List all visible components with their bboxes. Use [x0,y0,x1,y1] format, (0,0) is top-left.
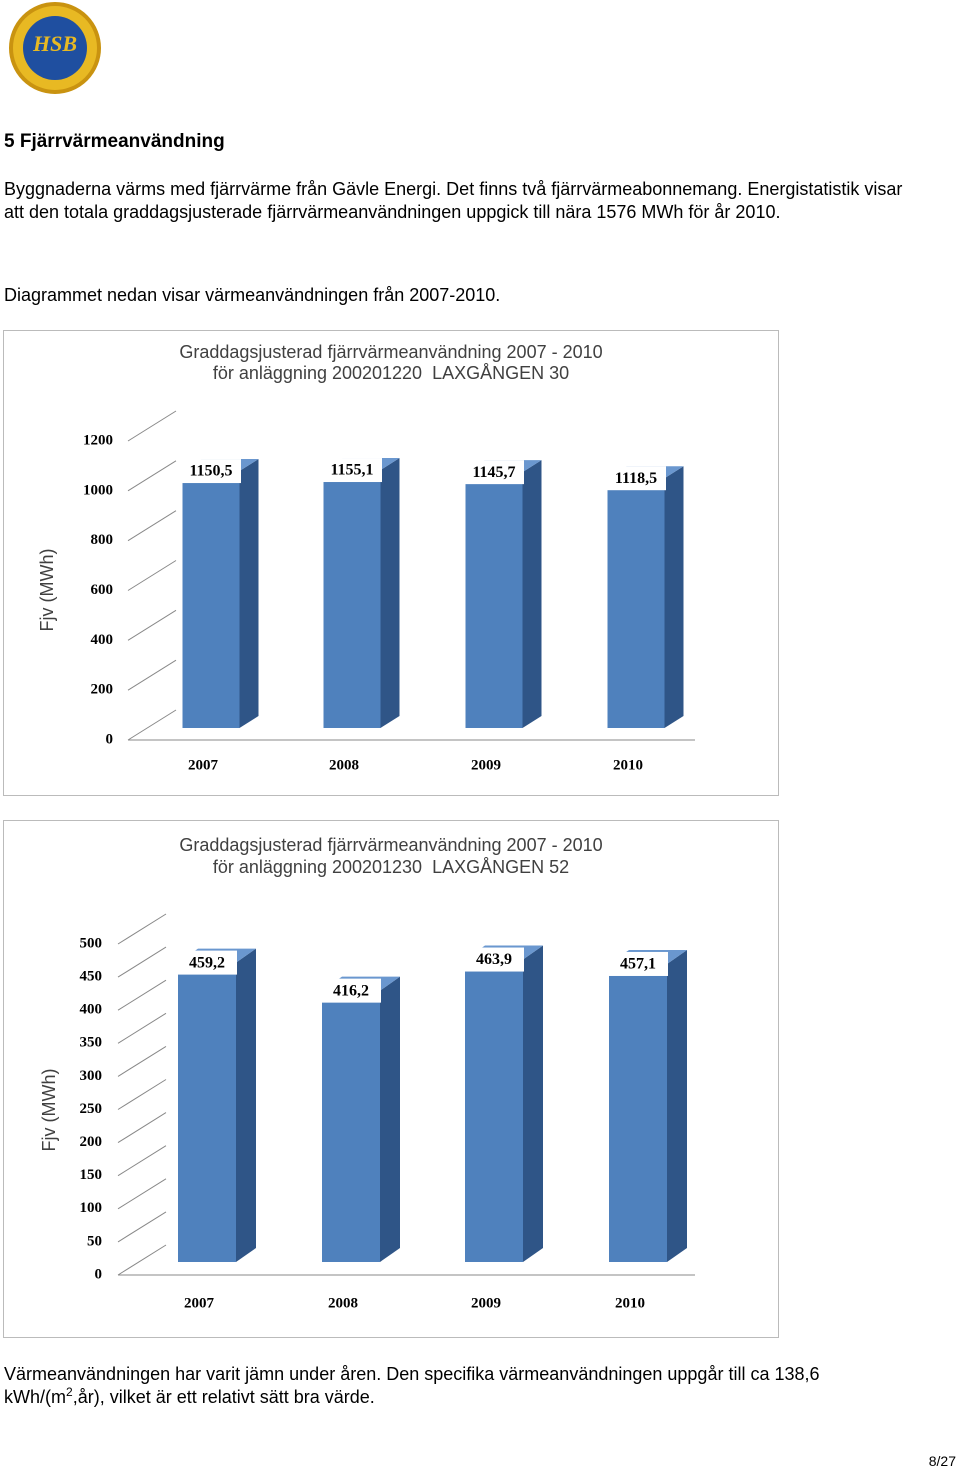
paragraph: Värmeanvändningen har varit jämn under å… [4,1363,904,1409]
value-label-bg [322,458,382,483]
x-tick-label: 2008 [328,1295,358,1311]
y-tick-label: 600 [91,582,114,598]
grid-line [117,1045,167,1077]
value-label-bg [606,466,666,491]
grid-line [127,460,177,492]
x-tick-label: 2009 [471,1295,501,1311]
y-axis-label: Fjv (MWh) [37,549,57,632]
value-label-bg [464,947,524,972]
value-label: 1118,5 [615,470,657,487]
y-tick-label: 450 [80,969,103,985]
y-tick-label: 0 [106,731,114,747]
logo-center [23,16,87,80]
bar [323,470,381,728]
y-tick-label: 250 [80,1101,103,1117]
chart-title: Graddagsjusterad fjärrvärmeanvändning 20… [179,342,602,362]
bar [465,472,523,728]
value-label-bg [181,459,241,484]
grid-line [117,1211,167,1243]
x-tick-label: 2010 [615,1295,645,1311]
value-label-bg [464,460,524,485]
bar-side [380,458,400,728]
value-label: 463,9 [476,951,512,968]
grid-line [117,1178,167,1210]
value-label-bg [321,978,381,1003]
chart: Graddagsjusterad fjärrvärmeanvändning 20… [3,820,779,1338]
chart-subtitle: för anläggning 200201230 LAXGÅNGEN 52 [213,857,569,877]
bar-side [380,976,400,1262]
x-tick-label: 2007 [188,757,219,773]
y-tick-label: 150 [80,1167,103,1183]
y-tick-label: 350 [80,1035,103,1051]
y-tick-label: 1200 [83,432,113,448]
grid-line [127,659,177,691]
value-label: 457,1 [620,956,656,973]
grid-line [117,1145,167,1177]
y-tick-label: 100 [80,1200,103,1216]
grid-line [117,1244,167,1276]
grid-line [117,1079,167,1110]
value-label-bg [177,950,237,975]
grid-line [117,1012,167,1044]
value-label: 416,2 [333,982,369,999]
grid-line [127,709,177,741]
value-label: 1150,5 [189,463,232,480]
y-tick-label: 1000 [83,482,113,498]
value-label-bg [608,951,668,976]
grid-line [127,609,177,641]
bar [322,990,380,1262]
bar [182,471,240,728]
bar [465,959,523,1262]
grid-line [127,560,177,591]
chart-title: Graddagsjusterad fjärrvärmeanvändning 20… [179,835,602,855]
logo-text: HSB [32,31,77,56]
bar-side [239,459,259,728]
grid-line [127,410,177,442]
y-tick-label: 0 [95,1266,103,1282]
value-label: 1155,1 [330,462,373,479]
paragraph: Byggnaderna värms med fjärrvärme från Gä… [4,179,903,222]
x-tick-label: 2010 [613,757,643,773]
y-tick-label: 200 [91,682,114,698]
y-tick-label: 400 [80,1002,103,1018]
bar [178,962,236,1262]
y-tick-label: 200 [80,1134,103,1150]
value-label: 459,2 [189,954,225,971]
superscript: 2 [66,1385,73,1399]
grid-line [117,913,167,945]
y-tick-label: 500 [80,935,103,951]
text: ,år), vilket är ett relativt sätt bra vä… [72,1387,375,1407]
bar [609,963,667,1262]
text: Värmeanvändningen har varit jämn under å… [4,1364,820,1407]
bar-side [664,466,684,728]
page-number: 8/27 [928,1453,956,1469]
y-tick-label: 50 [87,1233,102,1249]
bar [607,478,665,728]
chart: Graddagsjusterad fjärrvärmeanvändning 20… [3,330,779,796]
y-tick-label: 400 [91,632,114,648]
y-tick-label: 300 [80,1068,103,1084]
x-tick-label: 2007 [184,1295,215,1311]
x-tick-label: 2009 [471,757,501,773]
x-tick-label: 2008 [329,757,359,773]
heading: 5 Fjärrvärmeanvändning [4,131,225,152]
value-label: 1145,7 [472,464,515,481]
logo: HSB [9,2,101,94]
paragraph: Diagrammet nedan visar värmeanvändningen… [4,285,501,305]
y-tick-label: 800 [91,532,114,548]
grid-line [117,979,167,1011]
grid-line [117,1112,167,1144]
bar-side [667,949,687,1262]
grid-line [117,946,167,978]
bar-side [236,948,256,1262]
y-axis-label: Fjv (MWh) [39,1069,59,1152]
bar-side [523,945,543,1262]
grid-line [127,510,177,542]
chart-subtitle: för anläggning 200201220 LAXGÅNGEN 30 [213,363,569,383]
bar-side [522,460,542,728]
